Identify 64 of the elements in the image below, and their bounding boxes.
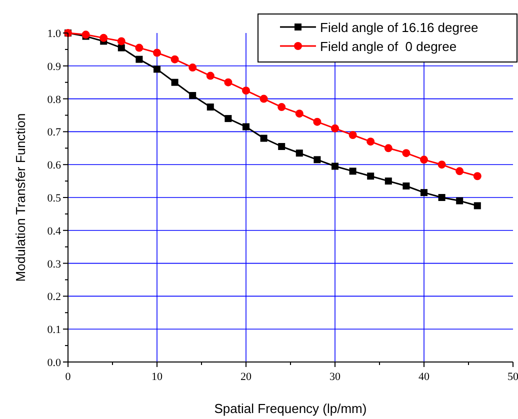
- y-tick-label: 0.7: [47, 126, 62, 139]
- point: [242, 86, 250, 95]
- x-axis-title: Spatial Frequency (lp/mm): [214, 401, 367, 416]
- point: [206, 104, 214, 111]
- point: [314, 156, 321, 164]
- point: [154, 66, 160, 73]
- point: [224, 78, 232, 86]
- point: [153, 48, 161, 57]
- point: [367, 172, 374, 180]
- x-tick-label: 0: [65, 371, 72, 383]
- point: [206, 72, 214, 80]
- point: [170, 55, 179, 64]
- point: [135, 44, 144, 52]
- point: [331, 124, 339, 132]
- point: [295, 110, 304, 118]
- x-tick-label: 50: [508, 371, 518, 383]
- y-axis-title: Modulation Transfer Function: [13, 113, 28, 282]
- point: [348, 130, 357, 139]
- point: [402, 182, 410, 190]
- point: [189, 92, 196, 100]
- point: [474, 202, 481, 210]
- point: [384, 178, 392, 185]
- point: [117, 37, 126, 46]
- point: [278, 143, 286, 150]
- point: [260, 134, 268, 142]
- point: [100, 34, 108, 42]
- y-tick-label: 0.5: [47, 192, 62, 204]
- y-tick-label: 0.6: [47, 160, 62, 172]
- legend-label: Field angle of 0 degree: [320, 39, 457, 54]
- point: [402, 149, 410, 158]
- y-tick-label: 0.1: [47, 324, 61, 336]
- y-tick-label: 0.0: [47, 357, 62, 369]
- point: [349, 168, 356, 175]
- point: [384, 144, 392, 152]
- point: [332, 162, 338, 170]
- y-tick-label: 1.0: [47, 28, 62, 40]
- point: [296, 150, 303, 157]
- point: [278, 103, 286, 112]
- legend-label: Field angle of 16.16 degree: [320, 20, 478, 35]
- point: [260, 94, 268, 103]
- point: [313, 118, 322, 126]
- y-tick-label: 0.8: [47, 94, 62, 106]
- point: [456, 197, 464, 204]
- x-tick-label: 20: [240, 371, 252, 383]
- y-tick-label: 0.2: [47, 291, 61, 304]
- point: [366, 138, 375, 146]
- point: [438, 160, 446, 169]
- point: [456, 167, 464, 176]
- x-tick-label: 10: [152, 371, 163, 383]
- point: [242, 123, 250, 130]
- point: [473, 172, 482, 180]
- point: [224, 115, 232, 122]
- y-tick-label: 0.9: [47, 60, 62, 73]
- point: [118, 44, 125, 52]
- point: [438, 194, 446, 201]
- y-tick-label: 0.3: [47, 258, 62, 270]
- point: [420, 156, 428, 164]
- point: [188, 64, 197, 72]
- x-tick-label: 30: [330, 371, 341, 383]
- y-tick-label: 0.4: [47, 225, 62, 238]
- point: [171, 78, 178, 86]
- point: [420, 189, 428, 196]
- x-tick-label: 40: [418, 371, 430, 383]
- point: [136, 56, 143, 63]
